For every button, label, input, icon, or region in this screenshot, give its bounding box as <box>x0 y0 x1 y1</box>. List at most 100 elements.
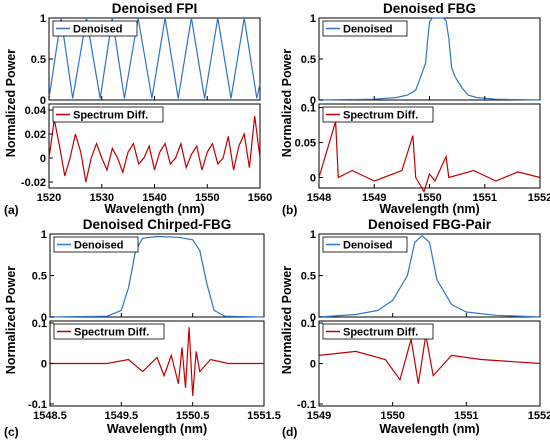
y-tick-label: 0 <box>40 153 46 165</box>
y-axis-label: Normalized Power <box>280 49 294 157</box>
x-tick-label: 1551 <box>454 410 478 422</box>
legend-label: Spectrum Diff. <box>343 110 418 122</box>
panel-label: (b) <box>282 203 297 217</box>
legend-box <box>52 106 164 123</box>
y-tick-label: 0.1 <box>32 318 47 330</box>
chart-title: Denoised FBG <box>383 1 476 16</box>
x-tick-label: 1550 <box>417 192 441 204</box>
series-line-top-0 <box>318 234 541 318</box>
series-line-bottom-0 <box>50 327 264 396</box>
legend-top: Denoised <box>53 236 139 253</box>
legend-bottom: Spectrum Diff. <box>322 323 434 340</box>
chart-panel-1: Denoised FBG (b) Normalized Power Wavelengt… <box>280 1 550 217</box>
y-tick-label: 0.5 <box>301 54 316 66</box>
y-axis-label: Normalized Power <box>4 266 18 374</box>
y-tick-label: 0.5 <box>32 271 47 283</box>
x-tick-label: 1549.5 <box>105 410 139 422</box>
x-tick-label: 1560 <box>248 192 272 204</box>
series-line-bottom-0 <box>318 121 541 193</box>
y-tick-label: 0 <box>310 312 316 324</box>
x-tick-label: 1550.5 <box>176 410 210 422</box>
legend-label: Denoised <box>74 240 124 252</box>
y-tick-label: -0.02 <box>21 177 46 189</box>
legend-bottom: Spectrum Diff. <box>322 106 434 123</box>
legend-box <box>52 20 138 37</box>
panel-label: (d) <box>282 425 297 439</box>
series-line-bottom-0 <box>318 335 541 384</box>
legend-label: Spectrum Diff. <box>73 110 148 122</box>
subplot-top: 0 0.5 1 Denoised <box>301 13 541 107</box>
legend-bottom: Spectrum Diff. <box>52 106 164 123</box>
panel-label: (a) <box>4 203 19 217</box>
x-tick-label: 1552 <box>528 410 550 422</box>
x-tick-label: 1549 <box>307 410 331 422</box>
subplot-bottom: -0.02 0 0.02 0.04 1520 1530 1540 1550 1560 Spectr… <box>21 103 272 204</box>
x-axis-label: Wavelength (nm) <box>107 422 207 436</box>
x-tick-label: 1549 <box>362 192 386 204</box>
series-line-top-0 <box>318 17 541 101</box>
x-axis-label: Wavelength (nm) <box>379 422 479 436</box>
legend-label: Denoised <box>343 240 393 252</box>
legend-bottom: Spectrum Diff. <box>53 323 165 340</box>
x-tick-label: 1551.5 <box>247 410 281 422</box>
subplot-top: 0 0.5 1 Denoised <box>32 229 265 324</box>
y-tick-label: -0.1 <box>28 399 47 411</box>
legend-top: Denoised <box>52 20 138 37</box>
y-axis-label: Normalized Power <box>280 266 294 374</box>
series-line-top-0 <box>49 235 265 318</box>
legend-label: Denoised <box>73 24 123 36</box>
x-tick-label: 1551 <box>473 192 497 204</box>
legend-label: Spectrum Diff. <box>343 327 418 339</box>
x-tick-label: 1548 <box>307 192 331 204</box>
legend-top: Denoised <box>322 236 408 253</box>
y-tick-label: 1 <box>310 13 316 25</box>
chart-panel-0: Denoised FPI (a) Normalized Power Wavelengt… <box>4 1 272 217</box>
y-tick-label: 0.1 <box>301 103 316 115</box>
y-tick-label: 1 <box>41 229 47 241</box>
y-tick-label: 1 <box>40 13 46 25</box>
panel-label: (c) <box>4 425 19 439</box>
legend-box <box>322 20 408 37</box>
legend-label: Spectrum Diff. <box>74 327 149 339</box>
y-tick-label: 0.04 <box>25 105 47 117</box>
legend-top: Denoised <box>322 20 408 37</box>
series-line-bottom-0 <box>48 115 261 183</box>
x-tick-label: 1520 <box>37 192 61 204</box>
y-tick-label: 0.5 <box>301 271 316 283</box>
y-tick-label: 0 <box>41 359 47 371</box>
x-tick-label: 1552 <box>528 192 550 204</box>
legend-box <box>322 236 408 253</box>
x-axis-label: Wavelength (nm) <box>379 202 479 216</box>
y-tick-label: 0 <box>310 173 316 185</box>
subplot-bottom: 0 0.05 0.1 1548 1549 1550 1551 1552 Spectrum Dif… <box>295 103 550 205</box>
y-tick-label: 0 <box>310 95 316 107</box>
legend-box <box>322 106 434 123</box>
y-tick-label: 0.02 <box>25 129 46 141</box>
chart-title: Denoised Chirped-FBG <box>83 217 232 232</box>
legend-box <box>53 323 165 340</box>
y-tick-label: 1 <box>310 229 316 241</box>
y-tick-label: 0.1 <box>301 318 316 330</box>
legend-box <box>322 323 434 340</box>
subplot-bottom: -0.1 0 0.1 1549 1550 1551 1552 Spectrum Diff. <box>297 318 550 422</box>
x-tick-label: 1540 <box>142 192 166 204</box>
legend-label: Denoised <box>343 24 393 36</box>
subplot-top: 0 0.5 1 Denoised <box>31 13 261 107</box>
x-tick-label: 1548.5 <box>33 410 67 422</box>
chart-title: Denoised FPI <box>112 1 198 16</box>
chart-panel-3: Denoised FBG-Pair (d) Normalized Power Wave… <box>280 217 550 439</box>
y-axis-label: Normalized Power <box>4 49 18 157</box>
y-tick-label: 0.05 <box>295 138 316 150</box>
y-tick-label: 0.5 <box>31 54 46 66</box>
subplot-top: 0 0.5 1 Denoised <box>301 229 541 324</box>
x-tick-label: 1550 <box>380 410 404 422</box>
chart-title: Denoised FBG-Pair <box>368 217 492 232</box>
subplot-bottom: -0.1 0 0.1 1548.5 1549.5 1550.5 1551.5 Spectrum… <box>28 318 281 422</box>
x-tick-label: 1530 <box>90 192 114 204</box>
y-tick-label: 0 <box>41 312 47 324</box>
legend-box <box>53 236 139 253</box>
y-tick-label: -0.1 <box>297 399 316 411</box>
y-tick-label: 0 <box>310 359 316 371</box>
chart-panel-2: Denoised Chirped-FBG (c) Normalized Power W… <box>4 217 281 439</box>
